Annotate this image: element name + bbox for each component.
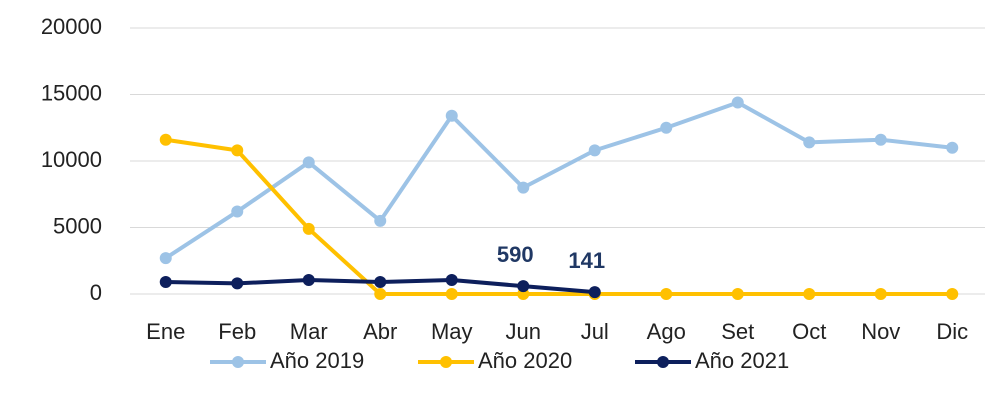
point <box>660 121 673 134</box>
x-tick-label: Dic <box>936 319 968 344</box>
point <box>874 133 887 146</box>
x-tick-label: Mar <box>290 319 328 344</box>
legend-label: Año 2020 <box>478 348 572 373</box>
point <box>517 280 530 293</box>
point <box>159 252 172 265</box>
x-tick-label: Ago <box>647 319 686 344</box>
point <box>660 288 673 300</box>
point <box>231 144 244 157</box>
point <box>302 222 315 235</box>
point <box>302 156 315 169</box>
data-label: 590 <box>497 242 534 267</box>
point <box>445 288 458 300</box>
point <box>159 276 172 289</box>
y-tick-label: 15000 <box>41 80 102 105</box>
x-tick-label: Abr <box>363 319 397 344</box>
y-tick-label: 10000 <box>41 147 102 172</box>
point <box>231 205 244 218</box>
x-tick-label: Feb <box>218 319 256 344</box>
x-tick-label: Set <box>721 319 754 344</box>
point <box>803 136 816 149</box>
legend-marker <box>657 356 669 368</box>
legend-marker <box>440 356 452 368</box>
point <box>445 109 458 122</box>
data-label: 141 <box>568 248 605 273</box>
x-tick-label: Ene <box>146 319 185 344</box>
point <box>445 274 458 287</box>
point <box>231 277 244 290</box>
series-line <box>165 137 953 296</box>
point <box>946 288 959 300</box>
point <box>588 144 601 157</box>
x-tick-label: Jun <box>506 319 541 344</box>
point <box>588 286 601 299</box>
point <box>302 274 315 287</box>
point <box>517 181 530 194</box>
point <box>159 133 172 146</box>
legend-label: Año 2019 <box>270 348 364 373</box>
x-tick-label: May <box>431 319 473 344</box>
point <box>374 288 387 300</box>
legend-marker <box>232 356 244 368</box>
point <box>731 96 744 109</box>
point <box>874 288 887 300</box>
x-tick-label: Nov <box>861 319 900 344</box>
y-tick-label: 20000 <box>41 14 102 39</box>
series-line <box>164 100 953 260</box>
point <box>803 288 816 300</box>
legend-label: Año 2021 <box>695 348 789 373</box>
y-tick-label: 0 <box>90 280 102 305</box>
x-tick-label: Jul <box>581 319 609 344</box>
y-tick-label: 5000 <box>53 213 102 238</box>
point <box>946 141 959 154</box>
x-tick-label: Oct <box>792 319 826 344</box>
point <box>731 288 744 300</box>
point <box>374 214 387 227</box>
point <box>374 276 387 289</box>
